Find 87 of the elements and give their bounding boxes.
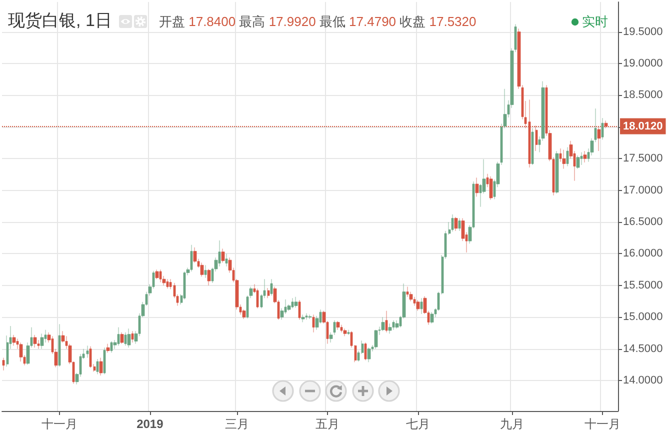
candlestick xyxy=(583,150,587,163)
y-tick-label: 14.0000 xyxy=(623,374,663,387)
candlestick xyxy=(489,176,493,200)
candlestick xyxy=(601,118,604,140)
x-tick-label: 三月 xyxy=(224,417,249,430)
y-tick-label: 19.5000 xyxy=(623,26,663,38)
y-tick-label: 16.5000 xyxy=(623,216,663,228)
text: 现货白银, 1日 xyxy=(8,11,112,30)
ref-line-label: 18.0120 xyxy=(623,120,663,132)
text: 开盘 17.8400 最高 17.9920 最低 17.4790 收盘 17.5320 xyxy=(159,14,476,29)
candlestick xyxy=(312,314,315,333)
candlestick xyxy=(388,323,392,334)
candlestick xyxy=(343,328,347,336)
candlestick xyxy=(364,342,367,360)
candlestick xyxy=(19,342,23,362)
candlestick xyxy=(106,344,110,353)
candlestick xyxy=(159,269,162,282)
candlestick xyxy=(267,288,270,298)
candlestick xyxy=(96,358,99,374)
candlestick xyxy=(475,177,479,197)
candlestick xyxy=(301,314,305,322)
x-tick-label: 十一月 xyxy=(41,417,78,430)
y-tick-label: 15.5000 xyxy=(623,279,663,292)
candlestick xyxy=(294,296,298,308)
candlestick xyxy=(580,152,583,166)
candlestick xyxy=(270,278,273,296)
y-tick-label: 17.5000 xyxy=(623,152,663,165)
candlestick xyxy=(2,358,5,371)
candlestick xyxy=(120,332,124,344)
candlestick xyxy=(103,347,106,374)
y-tick-label: 17.0000 xyxy=(623,184,663,196)
y-tick-label: 18.5000 xyxy=(623,89,663,102)
candlestick xyxy=(40,333,44,350)
candlestick xyxy=(190,244,193,272)
candlestick xyxy=(89,346,92,368)
candlestick xyxy=(367,347,371,362)
candlestick xyxy=(454,216,458,232)
candlestick xyxy=(420,298,423,314)
x-tick-label: 九月 xyxy=(500,417,524,430)
candlestick xyxy=(110,341,113,353)
candlestick xyxy=(124,332,127,346)
candlestick xyxy=(374,330,378,350)
candlestick xyxy=(406,286,409,298)
candlestick xyxy=(392,320,395,330)
candlestick xyxy=(416,300,420,312)
candlestick xyxy=(562,150,566,169)
annotation: 实时 xyxy=(582,14,608,29)
candlestick xyxy=(200,262,204,277)
candlestick xyxy=(336,320,340,330)
x-tick-label: 七月 xyxy=(406,417,430,430)
candlestick xyxy=(395,320,399,329)
candlestick xyxy=(305,313,308,320)
candlestick xyxy=(221,248,225,263)
candlestick xyxy=(166,278,169,289)
candlestick xyxy=(576,155,580,169)
candlestick xyxy=(86,345,89,358)
y-tick-label: 16.0000 xyxy=(623,248,663,260)
candlestick xyxy=(458,218,461,232)
candlestick xyxy=(207,268,211,286)
candlestick xyxy=(451,214,454,232)
candlestick xyxy=(555,150,559,194)
candlestick xyxy=(381,316,385,332)
x-tick-label: 2019 xyxy=(136,417,164,430)
candlestick xyxy=(430,312,434,324)
candlestick xyxy=(99,358,103,376)
candlestick xyxy=(385,310,388,333)
candlestick xyxy=(204,264,207,278)
y-tick-label: 15.0000 xyxy=(623,311,663,324)
y-tick-label: 14.5000 xyxy=(623,342,663,355)
candlestick xyxy=(566,147,569,166)
candlestick xyxy=(256,288,259,308)
candlestick xyxy=(340,324,343,333)
x-tick-label: 十一月 xyxy=(584,417,620,430)
candlestick xyxy=(117,327,120,346)
candlestick xyxy=(225,254,228,267)
candlestick xyxy=(131,330,134,343)
candlestick xyxy=(298,300,301,320)
y-tick-label: 19.0000 xyxy=(623,58,663,70)
candlestick xyxy=(12,334,16,346)
x-tick-label: 五月 xyxy=(315,417,340,430)
candlestick xyxy=(58,324,61,367)
candlestick xyxy=(291,298,294,308)
candlestick xyxy=(155,269,159,280)
candlestick xyxy=(347,330,350,336)
candlestick xyxy=(127,328,131,348)
candlestick xyxy=(33,334,37,348)
candlestick xyxy=(531,128,534,166)
